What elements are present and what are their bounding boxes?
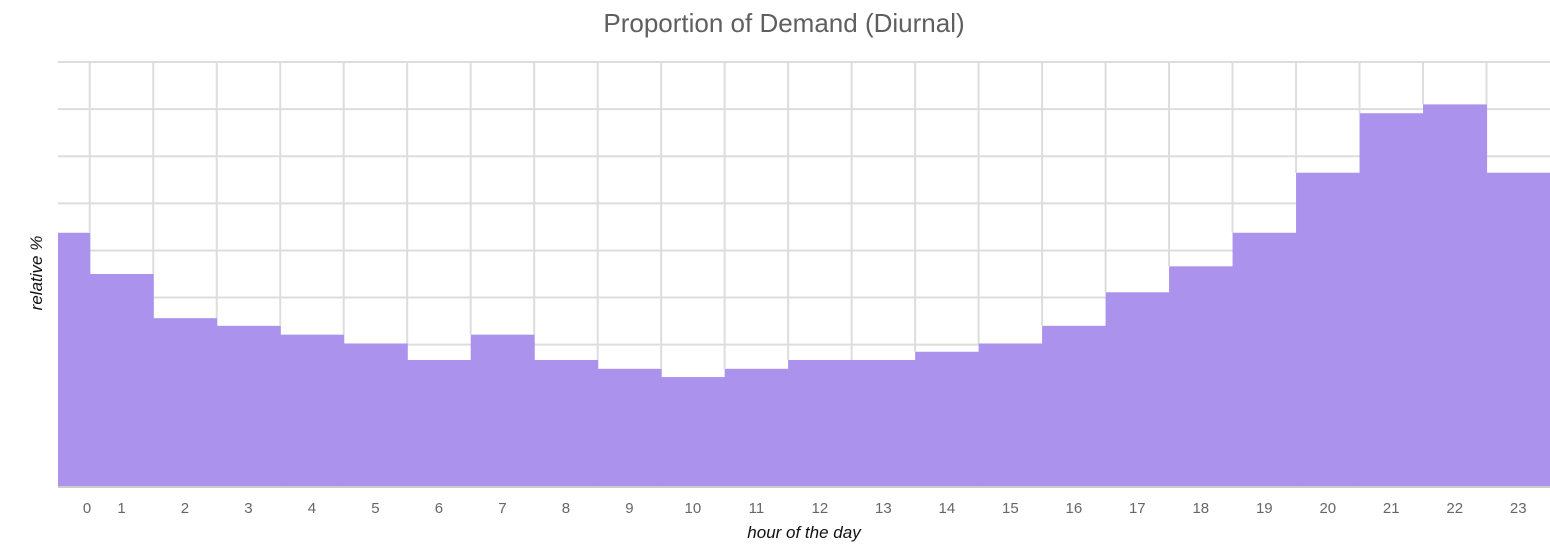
area-step-hour-18	[1169, 266, 1234, 486]
x-tick-label: 6	[435, 500, 443, 517]
area-step-hour-19	[1232, 232, 1297, 486]
x-tick-label: 9	[625, 500, 633, 517]
x-tick-label: 20	[1319, 500, 1336, 517]
area-step-hour-3	[216, 325, 281, 486]
area-step-hour-5	[343, 343, 408, 486]
vertical-gridlines	[58, 62, 1550, 488]
x-tick-label: 23	[1510, 500, 1527, 517]
area-step-hour-14	[915, 351, 980, 486]
x-tick-label: 12	[812, 500, 829, 517]
area-step-hour-23	[1486, 172, 1550, 486]
x-tick-labels: 0 1 2 3 4 5 6 7 8 9 10 11 12 13 14 15 16 17 18 19 20 21 22 23	[83, 500, 1527, 517]
plot-area	[58, 104, 1550, 487]
x-axis-title: hour of the day	[747, 523, 862, 542]
x-tick-label: 22	[1446, 500, 1463, 517]
x-tick-label: 5	[371, 500, 379, 517]
area-step-hour-7	[470, 334, 535, 486]
x-tick-label: 2	[181, 500, 189, 517]
x-tick-label: 17	[1129, 500, 1146, 517]
area-step-hour-9	[597, 368, 662, 486]
x-tick-label: 8	[562, 500, 570, 517]
x-tick-label: 14	[939, 500, 956, 517]
area-step-hour-22	[1423, 104, 1488, 487]
x-tick-label: 4	[308, 500, 316, 517]
x-tick-label: 16	[1065, 500, 1082, 517]
x-tick-label: 7	[498, 500, 506, 517]
x-tick-label: 3	[244, 500, 252, 517]
area-step-hour-17	[1105, 292, 1170, 486]
area-step-hour-21	[1359, 113, 1424, 486]
y-axis-title: relative %	[27, 236, 46, 311]
chart-title: Proportion of Demand (Diurnal)	[603, 8, 964, 38]
x-tick-label: 15	[1002, 500, 1019, 517]
area-step-hour-10	[661, 377, 726, 486]
x-tick-label: 0	[83, 500, 91, 517]
area-step-hour-16	[1042, 325, 1107, 486]
area-step-hour-8	[534, 359, 599, 486]
area-step-hour-6	[407, 359, 472, 486]
x-tick-label: 11	[749, 500, 765, 517]
x-tick-label: 19	[1256, 500, 1273, 517]
x-tick-label: 13	[875, 500, 892, 517]
area-step-hour-15	[978, 343, 1043, 486]
area-step-hour-4	[280, 334, 345, 486]
x-tick-label: 18	[1192, 500, 1209, 517]
area-step-hour-12	[788, 359, 853, 486]
area-step-hour-2	[153, 318, 218, 486]
area-step-hour-0	[58, 232, 91, 486]
area-step-hour-13	[851, 359, 916, 486]
x-tick-label: 1	[117, 500, 125, 517]
area-step-hour-20	[1296, 172, 1361, 486]
x-tick-label: 10	[685, 500, 702, 517]
x-tick-label: 21	[1383, 500, 1400, 517]
area-step-hour-11	[724, 368, 789, 486]
area-step-hour-1	[89, 274, 154, 486]
